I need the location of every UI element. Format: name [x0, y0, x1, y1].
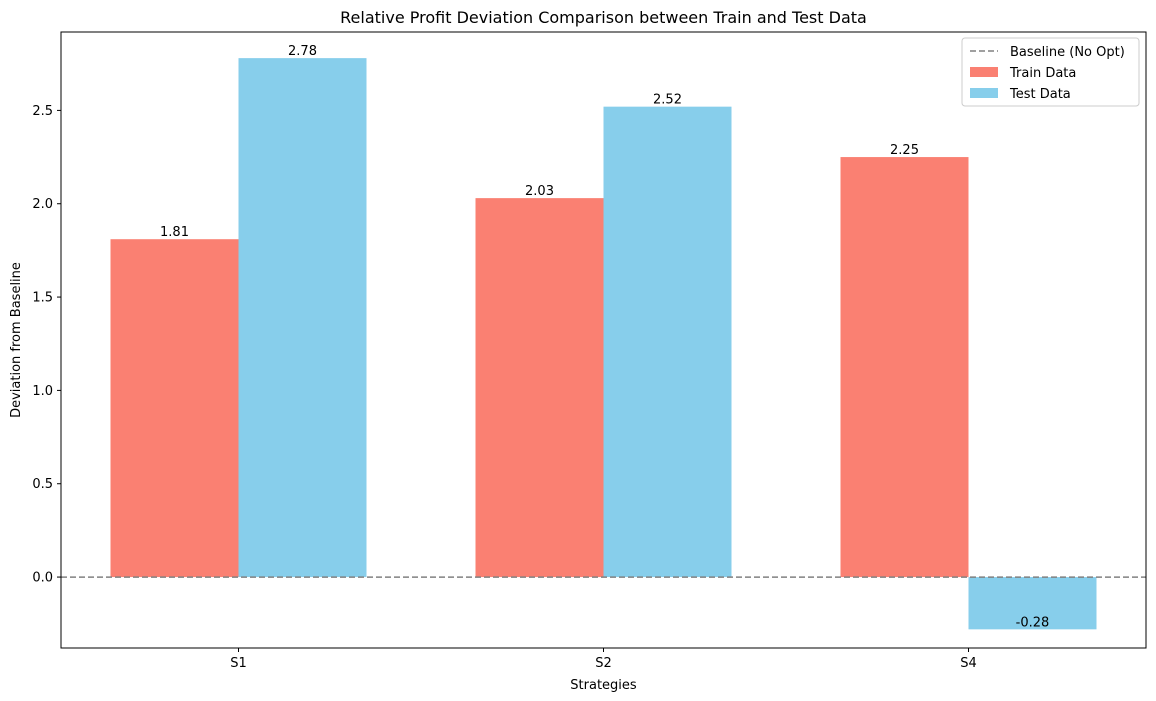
legend-label: Baseline (No Opt) — [1010, 45, 1125, 60]
chart-title: Relative Profit Deviation Comparison bet… — [340, 8, 867, 27]
legend-box — [961, 37, 1140, 107]
y-tick-label: 2.0 — [32, 197, 53, 212]
y-axis-label: Deviation from Baseline — [9, 262, 24, 418]
y-tick-label: 0.0 — [32, 571, 53, 586]
legend-label: Train Data — [1009, 66, 1076, 81]
legend-swatch — [970, 88, 998, 98]
x-axis-label: Strategies — [570, 678, 637, 693]
bar-train-data-s4 — [840, 157, 969, 578]
bar-test-data-s2 — [603, 106, 732, 578]
data-label: 1.81 — [160, 225, 189, 240]
x-tick-label: S1 — [230, 656, 247, 671]
bar-test-data-s1 — [238, 58, 367, 578]
x-axis: S1 S2 S4 — [230, 648, 977, 671]
data-label: -0.28 — [1016, 615, 1050, 630]
data-label: 2.03 — [525, 184, 554, 199]
data-label: 2.25 — [890, 143, 919, 158]
plot-area: 1.81 2.03 2.25 2.78 2.52 -0.28 — [60, 31, 1147, 649]
x-tick-label: S2 — [595, 656, 612, 671]
data-label: 2.78 — [288, 44, 317, 59]
bar-train-data-s1 — [110, 239, 239, 578]
y-tick-label: 0.5 — [32, 477, 53, 492]
legend: Baseline (No Opt) Train Data Test Data — [961, 37, 1140, 107]
y-tick-label: 1.0 — [32, 384, 53, 399]
x-tick-label: S4 — [960, 656, 977, 671]
data-label: 2.52 — [653, 93, 682, 108]
legend-label: Test Data — [1009, 87, 1071, 102]
y-tick-label: 1.5 — [32, 291, 53, 306]
legend-swatch — [970, 67, 998, 77]
bar-train-data-s2 — [475, 198, 604, 578]
y-tick-label: 2.5 — [32, 104, 53, 119]
bar-test-data-s4 — [968, 577, 1097, 630]
y-axis: 0.0 0.5 1.0 1.5 2.0 2.5 — [32, 104, 61, 586]
